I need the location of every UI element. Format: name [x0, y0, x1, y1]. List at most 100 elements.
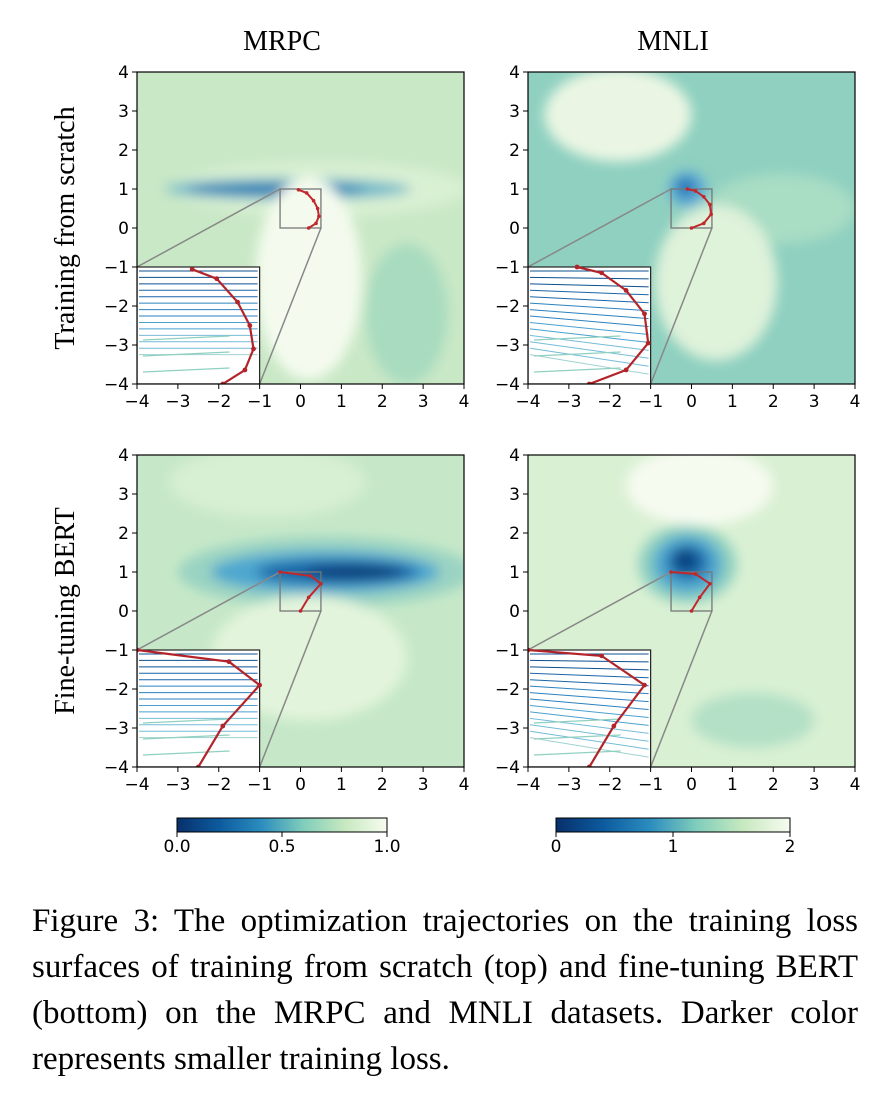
inset-trajectory-point	[642, 682, 647, 688]
y-tick-label: 0	[509, 219, 520, 239]
inset-contour	[529, 672, 649, 679]
x-tick-label: −4	[515, 392, 540, 412]
zoom-connector	[528, 188, 672, 268]
inset-trajectory-point	[214, 276, 220, 282]
trajectory-point	[701, 221, 706, 226]
y-tick-label: 1	[118, 563, 129, 583]
trajectory-point	[701, 195, 706, 199]
contour-region	[365, 243, 448, 384]
inset-contour	[529, 737, 649, 758]
panel-2: −4 −3 −2 −1 0 1 2 3 4 4 3 2 1 0 −1 −2 −3 −4	[495, 63, 860, 412]
y-tick-label: −4	[495, 375, 520, 395]
x-tick-label: −4	[515, 775, 540, 795]
x-tick-label: −3	[165, 392, 190, 412]
inset-contour	[529, 730, 649, 750]
contour-region	[676, 178, 695, 196]
inset-trajectory-point	[220, 723, 226, 729]
trajectory-point	[298, 609, 303, 613]
zoom-connector	[258, 610, 322, 767]
contour-region	[691, 692, 815, 748]
y-tick-label: 0	[118, 602, 129, 622]
inset-contour	[529, 321, 649, 335]
row-title-scratch: Training from scratch	[50, 106, 81, 349]
x-tick-label: 1	[336, 775, 347, 795]
inset-contour	[529, 309, 649, 320]
x-tick-label: 3	[418, 775, 429, 795]
inset-trajectory-point	[645, 340, 651, 346]
trajectory-point	[693, 189, 698, 193]
y-tick-label: −3	[495, 719, 520, 739]
trajectory-point	[308, 574, 313, 578]
inset-contour	[529, 302, 649, 312]
trajectory-point	[304, 191, 309, 195]
y-tick-label: 4	[509, 63, 520, 83]
inset-contour	[533, 367, 621, 373]
y-tick-label: 2	[509, 141, 520, 161]
y-tick-label: 4	[118, 63, 129, 83]
trajectory-point	[311, 198, 316, 203]
inset-trajectory-point	[642, 311, 647, 317]
contour-region	[255, 177, 362, 381]
inset-contour	[529, 679, 649, 687]
trajectory-point	[708, 581, 712, 586]
inset-contour	[533, 750, 621, 756]
zoom-connector	[649, 227, 713, 384]
inset-contour	[529, 711, 649, 726]
inset-contour	[529, 698, 649, 711]
colorbar-mrpc-tick-label: 1.0	[373, 837, 400, 857]
contour-region	[626, 455, 774, 526]
y-tick-label: 2	[118, 524, 129, 544]
x-tick-label: 2	[377, 392, 388, 412]
colorbar-mnli-gradient	[555, 817, 791, 833]
inset-contour	[529, 685, 649, 695]
trajectory-point	[317, 214, 321, 219]
inset-contour	[529, 347, 649, 367]
trajectory-point	[296, 187, 301, 192]
y-tick-label: −1	[495, 258, 520, 278]
x-tick-label: −1	[638, 392, 663, 412]
x-tick-label: −2	[206, 392, 231, 412]
inset-contour	[529, 283, 649, 288]
x-tick-label: 0	[686, 392, 697, 412]
x-tick-label: 4	[459, 392, 470, 412]
inset-trajectory-point	[599, 653, 604, 659]
colorbar-mnli-tick-label: 1	[668, 837, 679, 857]
zoom-connector	[649, 610, 713, 767]
y-tick-label: 4	[118, 446, 129, 466]
x-tick-label: −1	[247, 775, 272, 795]
x-tick-label: 1	[727, 392, 738, 412]
inset-trajectory-point	[189, 266, 195, 272]
contour-region	[654, 204, 778, 361]
inset-contour	[142, 367, 230, 373]
inset-frame	[137, 266, 261, 384]
row-title-finetune: Fine-tuning BERT	[50, 507, 81, 715]
contour-region	[675, 550, 696, 571]
trajectory-point	[669, 570, 673, 574]
x-tick-label: 0	[295, 392, 306, 412]
y-tick-label: 0	[509, 602, 520, 622]
trajectory-point	[708, 202, 712, 207]
contour-region	[544, 72, 692, 162]
inset-contour	[529, 334, 649, 351]
zoom-inset	[528, 264, 652, 384]
zoom-connector	[137, 571, 281, 651]
colorbar-mrpc-tick-label: 0.5	[268, 837, 295, 857]
y-tick-label: 0	[118, 219, 129, 239]
colorbar-mnli-tick-label: 0	[551, 837, 562, 857]
x-tick-label: −1	[247, 392, 272, 412]
y-tick-label: −4	[495, 758, 520, 778]
loss-surface	[137, 72, 464, 384]
trajectory-point	[314, 221, 318, 226]
x-tick-label: −2	[206, 775, 231, 795]
contour-regions	[544, 72, 855, 361]
y-tick-label: −2	[104, 297, 129, 317]
y-tick-label: −3	[104, 336, 129, 356]
trajectory-point	[697, 595, 702, 600]
inset-trajectory-point	[247, 323, 253, 328]
inset-trajectory-point	[611, 723, 617, 729]
inset-contour	[533, 718, 621, 724]
inset-contour	[533, 335, 621, 341]
loss-surface	[528, 455, 855, 767]
y-tick-label: 3	[509, 485, 520, 505]
zoom-box	[279, 188, 322, 229]
